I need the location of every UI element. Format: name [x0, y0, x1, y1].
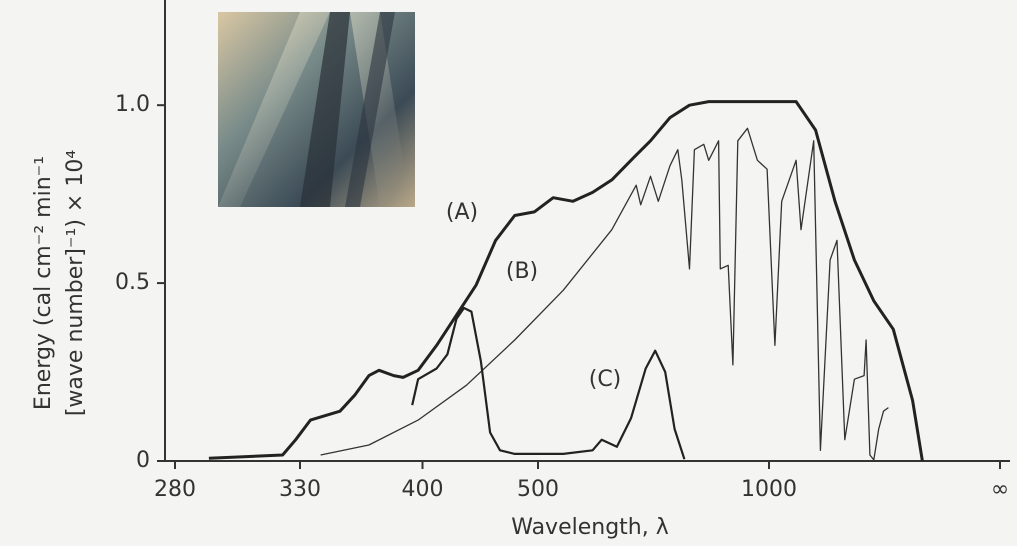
- y-tick-label: 0.5: [115, 270, 150, 295]
- y-tick-label: 0: [136, 448, 150, 473]
- series-label: (B): [506, 259, 538, 284]
- y-tick-label: 1.0: [115, 92, 150, 117]
- x-tick-label: 1000: [741, 477, 797, 502]
- x-tick-label: 400: [402, 477, 444, 502]
- series-line: [411, 306, 686, 460]
- x-tick-label: 280: [154, 477, 196, 502]
- photo: [218, 12, 415, 207]
- x-tick-label: 330: [279, 477, 321, 502]
- series-label: (C): [589, 367, 622, 392]
- y-axis-label: [wave number]⁻¹) × 10⁴: [63, 150, 88, 416]
- x-axis-label: Wavelength, λ: [511, 515, 669, 540]
- series-line: [320, 127, 889, 461]
- y-axis-label: Energy (cal cm⁻² min⁻¹: [31, 156, 56, 410]
- series-line: [208, 100, 924, 462]
- series-label: (A): [446, 200, 478, 225]
- x-tick-label: ∞: [991, 477, 1009, 502]
- x-tick-label: 500: [517, 477, 559, 502]
